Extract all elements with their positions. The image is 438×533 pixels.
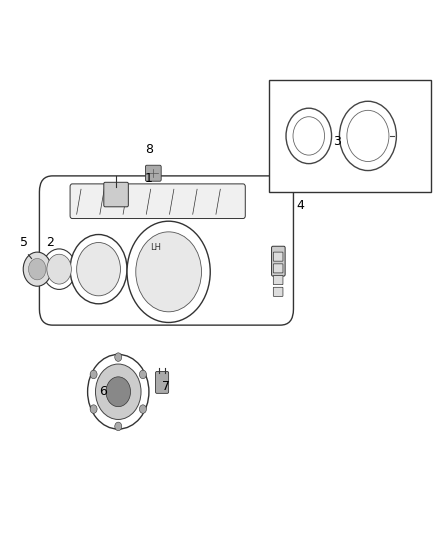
Circle shape (139, 405, 146, 414)
Circle shape (136, 232, 201, 312)
Circle shape (88, 354, 149, 429)
FancyBboxPatch shape (104, 182, 128, 207)
Circle shape (42, 249, 76, 289)
Circle shape (90, 370, 97, 378)
Circle shape (70, 235, 127, 304)
Circle shape (127, 221, 210, 322)
FancyBboxPatch shape (272, 246, 285, 276)
Text: 7: 7 (162, 380, 170, 393)
Text: 6: 6 (99, 385, 107, 398)
Circle shape (47, 254, 71, 284)
Circle shape (106, 377, 131, 407)
Circle shape (286, 108, 332, 164)
Text: 4: 4 (296, 199, 304, 212)
Circle shape (139, 370, 146, 378)
FancyBboxPatch shape (145, 165, 161, 181)
FancyBboxPatch shape (269, 80, 431, 192)
Text: LH: LH (150, 244, 161, 252)
Text: 5: 5 (20, 236, 28, 249)
Text: 1: 1 (145, 172, 153, 185)
FancyBboxPatch shape (273, 252, 283, 261)
Text: 3: 3 (333, 135, 341, 148)
Circle shape (77, 243, 120, 296)
FancyBboxPatch shape (70, 184, 245, 219)
FancyBboxPatch shape (273, 276, 283, 285)
Circle shape (95, 364, 141, 419)
Text: 2: 2 (46, 236, 54, 249)
Circle shape (115, 353, 122, 361)
FancyBboxPatch shape (273, 287, 283, 296)
FancyBboxPatch shape (155, 372, 169, 393)
Circle shape (347, 110, 389, 161)
Circle shape (339, 101, 396, 171)
FancyBboxPatch shape (39, 176, 293, 325)
Text: 8: 8 (145, 143, 153, 156)
Circle shape (115, 422, 122, 431)
Circle shape (23, 252, 51, 286)
Circle shape (90, 405, 97, 414)
Circle shape (28, 259, 46, 280)
Circle shape (293, 117, 325, 155)
FancyBboxPatch shape (273, 264, 283, 273)
